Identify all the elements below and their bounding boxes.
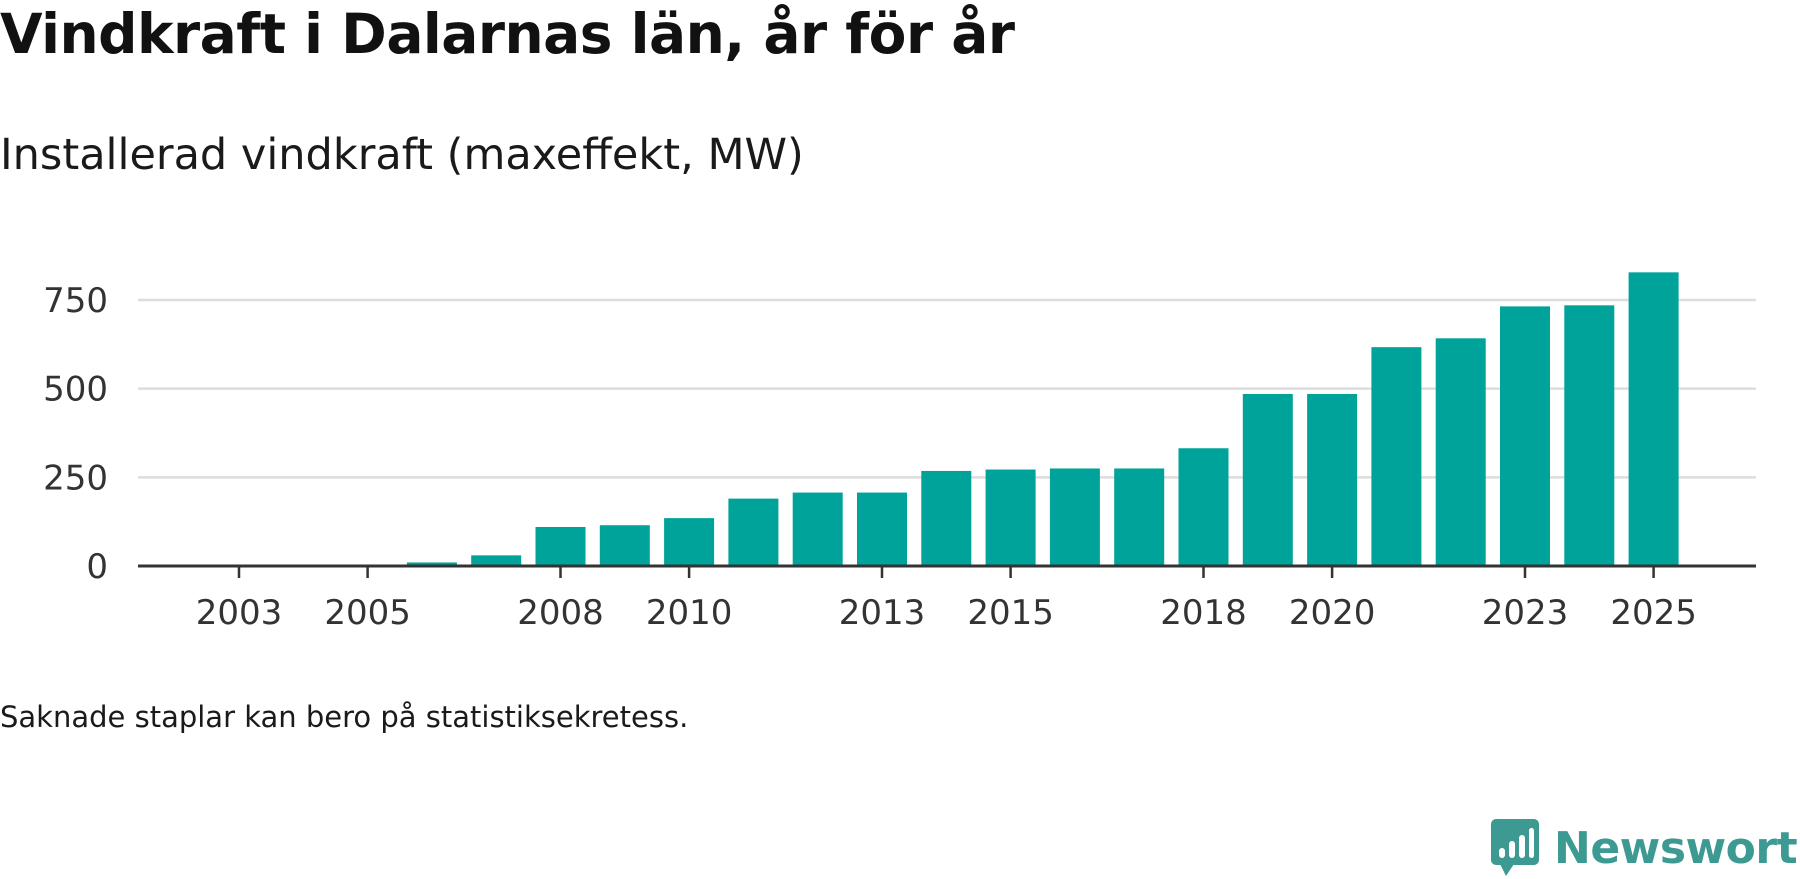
x-tick-label: 2005 [324, 593, 411, 633]
x-tick-label: 2013 [839, 593, 926, 633]
bar-2006 [406, 562, 457, 566]
footnote: Saknade staplar kan bero på statistiksek… [0, 700, 689, 734]
bar-2015 [985, 469, 1036, 566]
y-tick-label: 750 [43, 281, 108, 321]
bar-2007 [471, 555, 522, 566]
bars [214, 272, 1679, 566]
x-tick-label: 2023 [1482, 593, 1569, 633]
x-tick-label: 2003 [196, 593, 283, 633]
bar-2024 [1564, 305, 1615, 566]
x-tick-label: 2015 [967, 593, 1054, 633]
chart-title: Vindkraft i Dalarnas län, år för år [0, 2, 1015, 66]
newsworthy-logo-icon [1491, 819, 1539, 876]
brand-name: Newsworthy [1554, 822, 1800, 874]
bar-2018 [1178, 448, 1229, 566]
bar-2016 [1049, 468, 1100, 566]
bar-2021 [1371, 347, 1422, 566]
x-tick-label: 2020 [1289, 593, 1376, 633]
bar-2012 [792, 492, 843, 566]
bar-2017 [1114, 468, 1165, 566]
brand-logo: Newsworthy [1490, 818, 1800, 878]
axes: 0 250 500 750 2003 2005 2008 2010 2013 2015 2018 20… [43, 281, 1756, 633]
bar-2019 [1242, 393, 1293, 566]
bar-2022 [1435, 338, 1486, 566]
x-tick-label: 2018 [1160, 593, 1247, 633]
y-tick-label: 500 [43, 370, 108, 410]
x-tick-label: 2025 [1610, 593, 1697, 633]
bar-2009 [599, 525, 650, 566]
x-tick-label: 2010 [646, 593, 733, 633]
bar-2023 [1500, 306, 1550, 566]
y-tick-label: 250 [43, 458, 108, 498]
x-tick-label: 2008 [517, 593, 604, 633]
bar-2014 [921, 470, 972, 566]
chart-subtitle: Installerad vindkraft (maxeffekt, MW) [0, 130, 804, 180]
y-tick-label: 0 [86, 547, 108, 587]
bar-2013 [857, 492, 907, 566]
bar-2008 [535, 526, 586, 566]
bar-2020 [1307, 393, 1358, 566]
bar-2010 [664, 518, 715, 566]
bar-2025 [1628, 272, 1679, 566]
bar-2011 [728, 498, 779, 566]
